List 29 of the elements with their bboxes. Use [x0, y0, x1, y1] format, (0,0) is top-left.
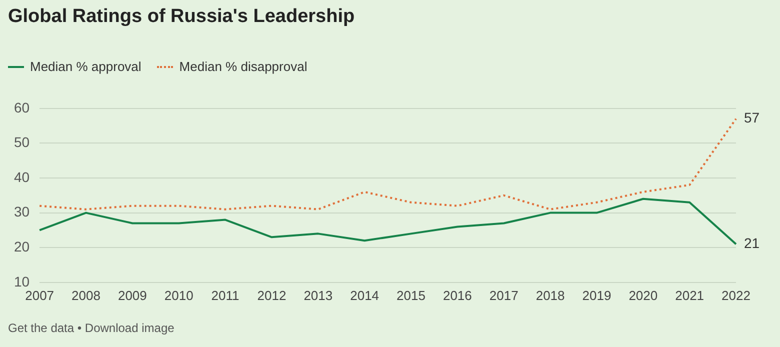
x-tick-label: 2012 [257, 288, 286, 303]
y-tick-label: 60 [14, 99, 30, 116]
x-tick-label: 2013 [304, 288, 333, 303]
x-tick-label: 2018 [536, 288, 565, 303]
x-tick-label: 2020 [628, 288, 658, 303]
y-tick-label: 20 [14, 238, 30, 254]
x-tick-label: 2015 [396, 288, 426, 303]
x-tick-label: 2011 [211, 288, 240, 303]
x-tick-label: 2014 [350, 288, 380, 303]
x-tick-label: 2010 [164, 288, 194, 303]
y-tick-label: 50 [14, 134, 30, 150]
x-tick-label: 2019 [582, 288, 612, 303]
x-tick-label: 2022 [722, 288, 750, 303]
x-tick-label: 2021 [675, 288, 704, 303]
x-tick-label: 2007 [25, 288, 54, 303]
y-tick-label: 30 [14, 204, 30, 220]
legend-label: Median % disapproval [179, 59, 308, 74]
text: Get the data • Download image [8, 321, 174, 335]
data-label: 21 [744, 234, 760, 251]
legend-label: Median % approval [30, 59, 142, 74]
x-tick-label: 2017 [489, 288, 518, 303]
x-tick-label: 2009 [118, 288, 147, 303]
y-tick-label: 10 [14, 273, 30, 290]
line-series [38, 118, 737, 210]
data-label: 57 [744, 110, 760, 126]
x-tick-label: 2016 [442, 288, 472, 303]
chart-title: Global Ratings of Russia's Leadership [8, 6, 355, 28]
y-tick-label: 40 [14, 168, 30, 185]
x-tick-label: 2008 [72, 288, 100, 303]
